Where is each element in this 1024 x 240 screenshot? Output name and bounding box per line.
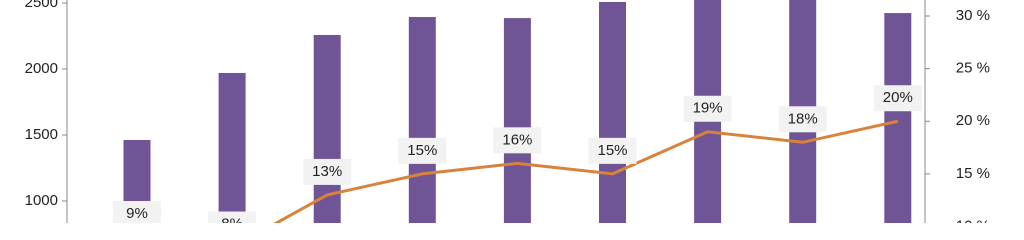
data-label: 19%: [693, 100, 723, 117]
data-label: 18%: [788, 110, 818, 127]
label-box: [873, 85, 922, 112]
page: 1000 1500 2000 2500 10 % 15 % 20 % 25 % 30 % 9% 8%…: [24, 0, 990, 223]
y2-tick-label: 25 %: [956, 60, 990, 77]
bar: [599, 1, 626, 223]
label-box: [588, 137, 637, 164]
y2-tick-label: 15 %: [956, 165, 990, 182]
bar: [408, 17, 436, 223]
data-label: 16%: [502, 131, 532, 148]
data-label: 13%: [312, 163, 342, 180]
line: [273, 119, 899, 223]
label-box: [778, 106, 827, 133]
label-box: [113, 200, 161, 223]
data-label: 9%: [126, 205, 148, 222]
label-box: [303, 158, 352, 185]
y-tick-label: 1000: [25, 192, 58, 209]
y2-tick-label: 30 %: [956, 7, 990, 24]
data-label: 20%: [883, 89, 913, 106]
chart: 1000 1500 2000 2500 10 % 15 % 20 % 25 % 30 % 9% 8%…: [25, 0, 990, 223]
bar: [884, 13, 912, 223]
y-tick-label: 2500: [25, 0, 58, 11]
data-label: 15%: [407, 142, 437, 159]
bar: [218, 72, 246, 223]
data-label: 15%: [597, 142, 627, 159]
label-box: [683, 95, 732, 122]
label-box: [208, 211, 257, 223]
label-box: [493, 127, 542, 154]
data-label: 8%: [221, 215, 243, 223]
bar: [503, 18, 531, 223]
y-tick-label: 2000: [25, 60, 58, 77]
y2-tick-label: 20 %: [956, 112, 990, 129]
label-box: [398, 137, 447, 164]
y-tick-label: 1500: [25, 126, 58, 143]
y2-tick-label: 10 %: [956, 217, 990, 223]
